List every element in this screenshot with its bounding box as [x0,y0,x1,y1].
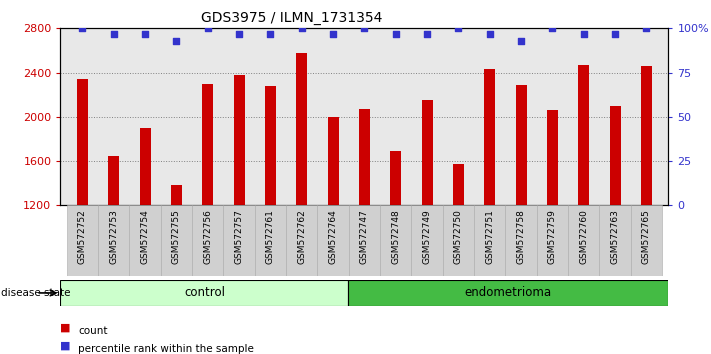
Bar [631,205,662,276]
Bar [568,205,599,276]
Text: GSM572764: GSM572764 [328,209,338,264]
Point [390,31,402,36]
Bar [641,66,652,338]
Bar [506,205,537,276]
Bar [296,53,307,338]
Text: GSM572747: GSM572747 [360,209,369,264]
Point [108,31,119,36]
Bar [380,205,412,276]
Bar [233,75,245,338]
Point [296,25,307,31]
Bar [202,84,213,338]
Text: GSM572755: GSM572755 [172,209,181,264]
Bar [139,128,151,338]
Bar [359,109,370,338]
Point [359,25,370,31]
Bar [161,205,192,276]
Point [327,31,338,36]
Bar [484,69,496,338]
Text: GSM572752: GSM572752 [78,209,87,264]
Bar [328,117,338,338]
Point [515,38,527,44]
Point [202,25,213,31]
Bar [98,205,129,276]
Point [453,25,464,31]
Bar [422,100,432,338]
Bar [60,280,348,306]
Bar [67,205,98,276]
Text: GSM572748: GSM572748 [391,209,400,264]
Text: GSM572750: GSM572750 [454,209,463,264]
Bar [412,205,443,276]
Text: control: control [184,286,225,299]
Bar [547,110,558,338]
Point [641,25,652,31]
Bar [77,79,88,338]
Point [547,25,558,31]
Point [578,31,589,36]
Point [484,31,496,36]
Bar [265,86,276,338]
Text: endometrioma: endometrioma [465,286,552,299]
Text: GSM572757: GSM572757 [235,209,244,264]
Text: ■: ■ [60,323,75,333]
Point [171,38,182,44]
Bar [223,205,255,276]
Text: percentile rank within the sample: percentile rank within the sample [78,344,254,354]
Bar [192,205,223,276]
Text: GSM572761: GSM572761 [266,209,275,264]
Bar [599,205,631,276]
Bar [255,205,286,276]
Bar [578,65,589,338]
Point [139,31,151,36]
Bar [108,155,119,338]
Text: GSM572760: GSM572760 [579,209,588,264]
Bar [537,205,568,276]
Text: GDS3975 / ILMN_1731354: GDS3975 / ILMN_1731354 [201,11,382,25]
Bar [453,164,464,338]
Bar [348,205,380,276]
Bar [129,205,161,276]
Text: disease state: disease state [1,288,70,298]
Text: GSM572758: GSM572758 [517,209,525,264]
Bar [348,280,668,306]
Bar [443,205,474,276]
Bar [171,185,182,338]
Bar [286,205,317,276]
Bar [474,205,506,276]
Text: GSM572765: GSM572765 [642,209,651,264]
Text: ■: ■ [60,341,75,351]
Point [422,31,433,36]
Text: GSM572751: GSM572751 [485,209,494,264]
Text: GSM572754: GSM572754 [141,209,149,264]
Text: GSM572756: GSM572756 [203,209,212,264]
Bar [609,106,621,338]
Point [609,31,621,36]
Bar [317,205,348,276]
Bar [390,151,401,338]
Bar [515,85,527,338]
Text: GSM572749: GSM572749 [422,209,432,264]
Text: GSM572762: GSM572762 [297,209,306,264]
Point [233,31,245,36]
Text: GSM572763: GSM572763 [611,209,619,264]
Point [264,31,276,36]
Text: count: count [78,326,107,336]
Text: GSM572759: GSM572759 [548,209,557,264]
Point [77,25,88,31]
Text: GSM572753: GSM572753 [109,209,118,264]
